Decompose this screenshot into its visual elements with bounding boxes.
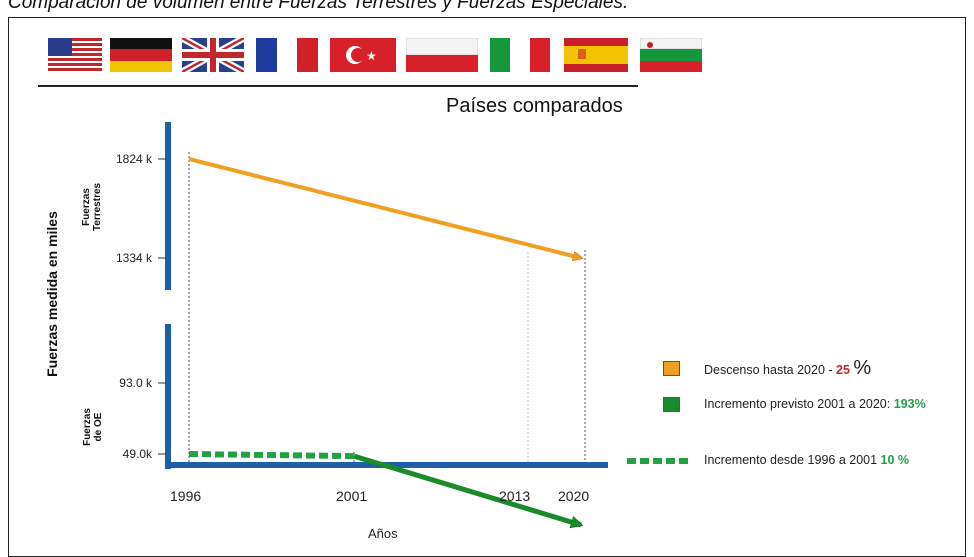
legend-item-incremento-previsto: Incremento previsto 2001 a 2020: 193% <box>704 397 926 411</box>
flags-divider <box>38 85 638 87</box>
x-tick-label: 1996 <box>170 488 202 504</box>
y-axis-terrestres <box>165 122 171 290</box>
legend-swatch-incremento-previsto <box>663 397 680 412</box>
germany-flag <box>110 38 172 72</box>
uk-flag <box>182 38 244 72</box>
bulgaria-flag <box>640 38 702 72</box>
svg-text:★: ★ <box>366 49 377 63</box>
usa-flag <box>48 38 102 72</box>
series-line-oe-dashed <box>188 451 355 460</box>
legend-swatch-dashed <box>627 458 689 464</box>
legend-item-descenso: Descenso hasta 2020 - 25 % <box>704 357 872 379</box>
spain-flag <box>564 38 628 72</box>
y-tick-label: 1334 k <box>115 251 152 265</box>
poland-flag <box>406 38 478 72</box>
chart-caption: Comparación de volumen entre Fuerzas Ter… <box>8 0 629 13</box>
legend-item-incremento-1996-2001: Incremento desde 1996 a 2001 10 % <box>704 453 910 467</box>
legend-swatch-descenso <box>663 361 680 376</box>
x-tick-label: 2020 <box>558 488 590 504</box>
y-tick-label: 1824 k <box>115 152 152 166</box>
series-line-oe <box>353 453 581 525</box>
y-axis-oe <box>165 324 171 469</box>
x-axis-title: Años <box>368 526 398 541</box>
series-line-terrestres <box>188 157 581 258</box>
italy-flag <box>490 38 550 72</box>
turkey-flag: ★ <box>330 38 396 72</box>
countries-title: Países comparados <box>446 95 623 117</box>
x-tick-label: 2013 <box>499 488 531 504</box>
chart-plot <box>158 122 608 541</box>
y-tick-label: 93.0 k <box>119 376 152 390</box>
x-tick-label: 2001 <box>336 488 368 504</box>
y-tick-label: 49.0k <box>122 447 152 461</box>
france-flag <box>256 38 318 72</box>
